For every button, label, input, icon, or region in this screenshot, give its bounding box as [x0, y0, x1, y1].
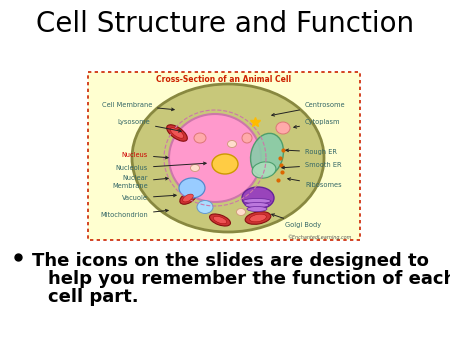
- Ellipse shape: [190, 165, 199, 171]
- Ellipse shape: [242, 133, 252, 143]
- Ellipse shape: [252, 162, 276, 178]
- Ellipse shape: [245, 212, 271, 224]
- Text: Golgi Body: Golgi Body: [272, 214, 321, 228]
- Text: Cell Structure and Function: Cell Structure and Function: [36, 10, 414, 38]
- Text: cell part.: cell part.: [48, 288, 139, 306]
- Ellipse shape: [245, 202, 269, 208]
- Ellipse shape: [171, 128, 184, 138]
- Text: Ribosomes: Ribosomes: [288, 178, 342, 188]
- Ellipse shape: [183, 194, 194, 202]
- Text: Smooth ER: Smooth ER: [282, 162, 342, 169]
- Text: Lysosome: Lysosome: [117, 119, 181, 132]
- Text: Rough ER: Rough ER: [286, 149, 337, 155]
- Ellipse shape: [251, 134, 284, 177]
- FancyBboxPatch shape: [88, 72, 360, 240]
- Text: Vacuole: Vacuole: [122, 194, 176, 201]
- Ellipse shape: [169, 114, 261, 202]
- Ellipse shape: [180, 192, 196, 204]
- Ellipse shape: [132, 84, 324, 232]
- Text: Nucleus: Nucleus: [122, 152, 168, 159]
- Ellipse shape: [166, 125, 187, 141]
- Ellipse shape: [212, 154, 238, 174]
- Ellipse shape: [194, 133, 206, 143]
- Text: The icons on the slides are designed to: The icons on the slides are designed to: [32, 252, 429, 270]
- Ellipse shape: [237, 209, 246, 216]
- Ellipse shape: [210, 214, 230, 226]
- Text: Cytoplasm: Cytoplasm: [294, 119, 341, 128]
- Ellipse shape: [228, 141, 237, 147]
- Ellipse shape: [197, 200, 213, 214]
- Ellipse shape: [179, 178, 205, 198]
- Text: Cell Membrane: Cell Membrane: [102, 102, 174, 111]
- Text: Mitochondrion: Mitochondrion: [100, 209, 168, 218]
- Text: Nucleolus: Nucleolus: [116, 162, 206, 171]
- Ellipse shape: [213, 216, 227, 224]
- Text: help you remember the function of each: help you remember the function of each: [48, 270, 450, 288]
- Ellipse shape: [276, 122, 290, 134]
- Text: Nuclear
Membrane: Nuclear Membrane: [112, 175, 168, 189]
- Text: Cross-Section of an Animal Cell: Cross-Section of an Animal Cell: [157, 75, 292, 84]
- Ellipse shape: [242, 187, 274, 209]
- Ellipse shape: [247, 207, 267, 212]
- Ellipse shape: [243, 198, 271, 203]
- Text: Centrosome: Centrosome: [272, 102, 346, 116]
- Ellipse shape: [250, 214, 266, 222]
- Text: ©EnchantedLearning.com: ©EnchantedLearning.com: [288, 234, 352, 240]
